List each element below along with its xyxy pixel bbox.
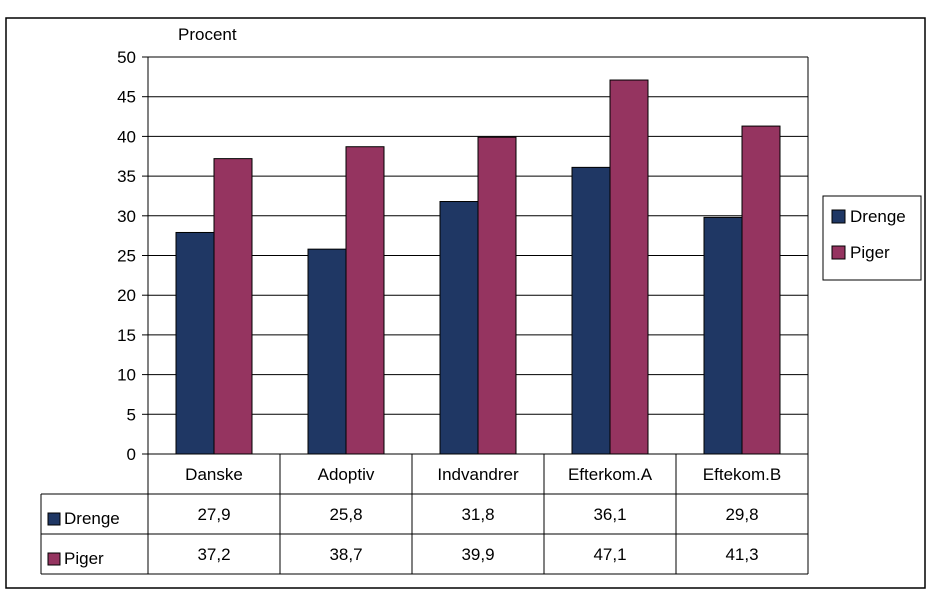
bar-piger-0 [213, 158, 253, 455]
y-tick-label: 45 [117, 88, 136, 107]
table-cell-value: 27,9 [197, 505, 230, 524]
y-tick-label: 35 [117, 167, 136, 186]
y-tick-label: 20 [117, 286, 136, 305]
table-cell-value: 36,1 [593, 505, 626, 524]
category-label: Eftekom.B [703, 465, 781, 484]
bar-drenge-1 [307, 248, 347, 455]
bar-piger-1 [345, 146, 385, 455]
table-key-piger [47, 552, 61, 566]
category-label: Danske [185, 465, 243, 484]
table-cell-value: 39,9 [461, 545, 494, 564]
bar-drenge-4 [703, 216, 743, 455]
category-label: Adoptiv [318, 465, 375, 484]
gridlines [148, 56, 808, 415]
y-tick-label: 50 [117, 48, 136, 67]
y-tick-label: 5 [127, 405, 136, 424]
bar-piger-3 [609, 79, 649, 455]
legend-label: Piger [850, 243, 890, 262]
y-tick-label: 25 [117, 247, 136, 266]
table-cell-value: 25,8 [329, 505, 362, 524]
bar-drenge-3 [571, 166, 611, 455]
data-table: Danske Adoptiv Indvandrer Efterkom.A Eftekom… [40, 453, 808, 575]
table-row-label: Drenge [64, 509, 120, 528]
table-cell-value: 41,3 [725, 545, 758, 564]
table-key-drenge [47, 512, 61, 526]
table-row-label: Piger [64, 549, 104, 568]
category-label: Efterkom.A [568, 465, 653, 484]
table-cell-value: 37,2 [197, 545, 230, 564]
y-tick-label: 0 [127, 445, 136, 464]
legend: Drenge Piger [822, 195, 922, 281]
y-unit-label: Procent [178, 25, 237, 44]
table-cell-value: 29,8 [725, 505, 758, 524]
legend-swatch-piger [831, 245, 846, 260]
y-tick-label: 30 [117, 207, 136, 226]
y-tick-label: 15 [117, 326, 136, 345]
bar-piger-4 [741, 125, 781, 455]
legend-label: Drenge [850, 207, 906, 226]
bar-piger-2 [477, 136, 517, 455]
bar-drenge-2 [439, 201, 479, 455]
legend-swatch-drenge [831, 209, 846, 224]
y-tick-label: 40 [117, 127, 136, 146]
bar-drenge-0 [175, 231, 215, 455]
table-cell-value: 47,1 [593, 545, 626, 564]
category-label: Indvandrer [437, 465, 519, 484]
y-tick-label: 10 [117, 366, 136, 385]
table-cell-value: 38,7 [329, 545, 362, 564]
table-cell-value: 31,8 [461, 505, 494, 524]
axes: 0 5 10 15 20 25 30 35 40 45 50 [117, 48, 809, 574]
